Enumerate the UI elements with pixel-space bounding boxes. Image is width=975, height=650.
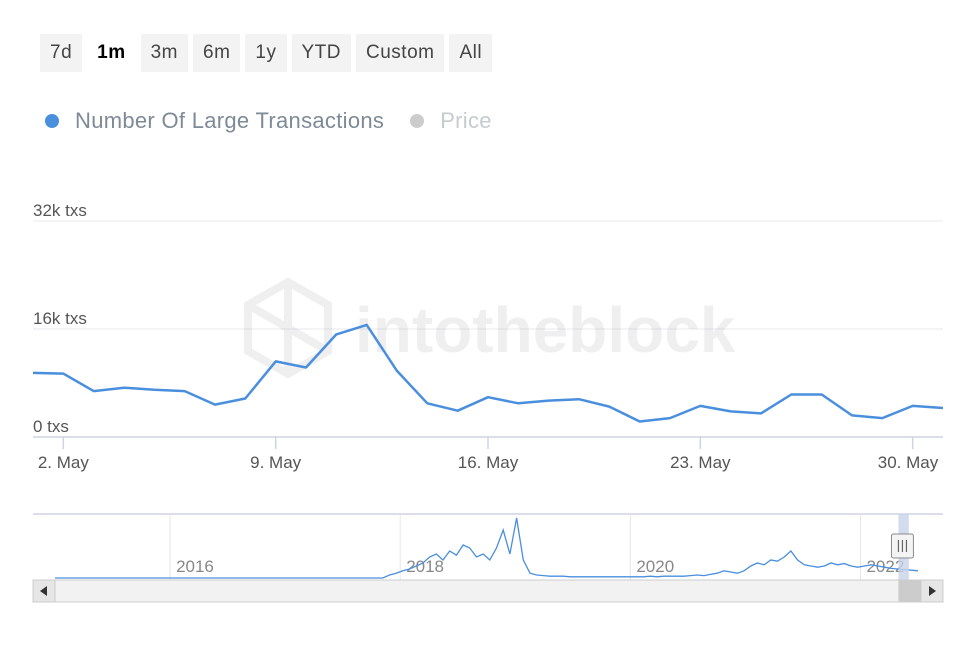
range-button-custom[interactable]: Custom — [356, 34, 445, 72]
range-button-1m[interactable]: 1m — [87, 34, 136, 72]
legend-label: Price — [440, 108, 492, 133]
legend-dot-icon — [45, 114, 59, 128]
grid-lines — [33, 220, 943, 330]
range-button-ytd[interactable]: YTD — [291, 34, 351, 72]
chevron-left-icon — [40, 586, 47, 596]
legend-dot-icon — [410, 114, 425, 128]
series-line-large-transactions — [33, 323, 943, 423]
x-tick-label: 16. May — [458, 453, 519, 472]
range-button-1y[interactable]: 1y — [245, 34, 287, 72]
y-tick-label: 16k txs — [33, 309, 87, 328]
chevron-right-icon — [929, 586, 936, 596]
x-axis-ticks: 2. May 9. May 16. May 23. May 30. May — [38, 437, 939, 472]
navigator-scrollbar[interactable] — [32, 579, 944, 603]
range-button-all[interactable]: All — [449, 34, 493, 72]
navigator-grid: 2016 2018 2020 2022 — [169, 514, 904, 580]
legend-item-price[interactable]: Price — [410, 108, 492, 134]
legend-label: Number Of Large Transactions — [75, 108, 385, 133]
navigator-year-label: 2016 — [176, 557, 214, 576]
range-selector: 7d 1m 3m 6m 1y YTD Custom All — [40, 34, 493, 72]
range-button-7d[interactable]: 7d — [40, 34, 83, 72]
x-tick-label: 23. May — [670, 453, 731, 472]
watermark-logo-icon — [244, 277, 332, 379]
navigator-year-label: 2022 — [866, 557, 904, 576]
x-tick-label: 9. May — [250, 453, 302, 472]
chart-legend: Number Of Large Transactions Price — [45, 108, 518, 134]
navigator-series-line — [55, 517, 919, 579]
range-button-3m[interactable]: 3m — [140, 34, 189, 72]
navigator-year-label: 2020 — [636, 557, 674, 576]
navigator-handle[interactable] — [890, 533, 914, 559]
navigator-year-label: 2018 — [406, 557, 444, 576]
scrollbar-track[interactable] — [32, 579, 944, 603]
watermark: intotheblock — [244, 277, 736, 379]
x-tick-label: 2. May — [38, 453, 90, 472]
range-button-6m[interactable]: 6m — [193, 34, 241, 72]
y-axis-labels: 0 txs 16k txs 32k txs — [33, 201, 87, 436]
legend-item-number-of-large-transactions[interactable]: Number Of Large Transactions — [45, 108, 384, 134]
y-tick-label: 0 txs — [33, 417, 69, 436]
x-tick-label: 30. May — [878, 453, 939, 472]
navigator[interactable]: 2016 2018 2020 2022 — [32, 513, 944, 603]
scrollbar-thumb[interactable] — [898, 580, 921, 602]
watermark-text: intotheblock — [355, 294, 736, 366]
y-tick-label: 32k txs — [33, 201, 87, 220]
